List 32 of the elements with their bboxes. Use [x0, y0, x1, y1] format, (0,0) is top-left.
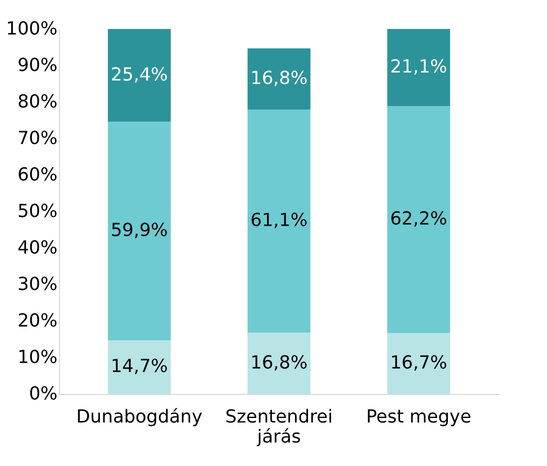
y-tick-label: 80%	[17, 92, 58, 112]
bar	[248, 110, 310, 333]
x-tick-label: Dunabogdány	[76, 406, 203, 428]
bar	[248, 332, 310, 394]
bar	[108, 122, 171, 340]
data-label: 16,8%	[250, 68, 308, 90]
bar	[387, 29, 450, 106]
data-label: 61,1%	[250, 210, 308, 232]
data-label: 16,8%	[250, 352, 308, 374]
y-tick-label: 0%	[28, 384, 58, 404]
data-label: 16,7%	[390, 352, 448, 374]
bar	[108, 29, 171, 122]
bar	[387, 106, 450, 334]
x-tick-label: Pest megye	[366, 406, 472, 428]
y-tick-label: 60%	[17, 164, 58, 186]
y-tick-label: 50%	[17, 201, 58, 222]
data-label: 14,7%	[110, 356, 168, 378]
data-label: 62,2%	[390, 208, 448, 230]
bar	[387, 333, 450, 394]
x-tick-label: Szentendrei járás	[225, 406, 333, 448]
data-label: 21,1%	[390, 56, 448, 78]
y-tick-label: 10%	[17, 347, 58, 368]
y-tick-label: 20%	[17, 310, 58, 332]
data-label: 25,4%	[110, 64, 168, 86]
bar	[248, 48, 310, 110]
y-tick-label: 40%	[17, 238, 58, 258]
y-tick-label: 100%	[6, 18, 58, 40]
y-tick-label: 90%	[17, 55, 58, 76]
bar	[108, 340, 171, 394]
data-label: 59,9%	[110, 220, 168, 242]
y-tick-label: 70%	[17, 128, 58, 149]
y-tick-label: 30%	[17, 274, 58, 295]
